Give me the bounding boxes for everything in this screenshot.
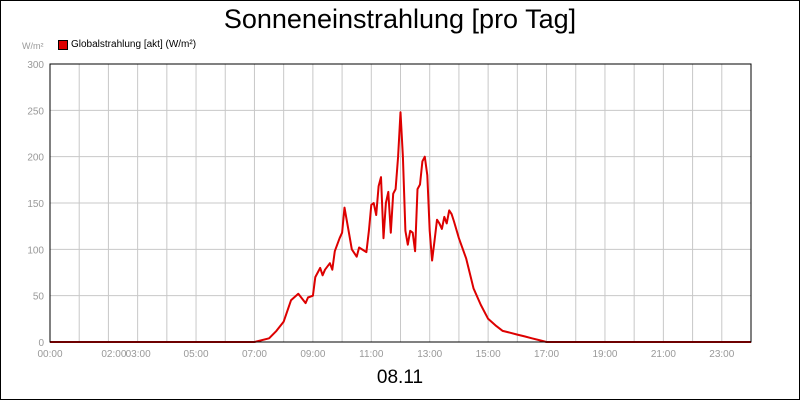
x-tick-label-0700: 07:00 bbox=[242, 349, 267, 360]
x-tick-label-0000: 00:00 bbox=[37, 349, 62, 360]
y-tick-label-200: 200 bbox=[27, 153, 44, 164]
series-line-globalstrahlung bbox=[50, 111, 751, 343]
y-tick-label-250: 250 bbox=[27, 106, 44, 117]
legend: Globalstrahlung [akt] (W/m²) bbox=[58, 38, 196, 52]
x-tick-label-1300: 13:00 bbox=[417, 349, 442, 360]
x-tick-label-2300: 23:00 bbox=[709, 349, 734, 360]
x-tick-label-1100: 11:00 bbox=[359, 349, 384, 360]
legend-label-globalstrahlung: Globalstrahlung [akt] (W/m²) bbox=[71, 39, 197, 50]
chart-title: Sonneneinstrahlung [pro Tag] bbox=[223, 4, 577, 34]
x-tick-label-2100: 21:00 bbox=[651, 349, 676, 360]
x-tick-label-0900: 09:00 bbox=[300, 349, 325, 360]
y-tick-label-150: 150 bbox=[27, 199, 44, 210]
x-tick-label-1700: 17:00 bbox=[534, 349, 559, 360]
x-tick-label-1900: 19:00 bbox=[592, 349, 617, 360]
y-tick-label-300: 300 bbox=[27, 60, 44, 71]
y-tick-label-0: 0 bbox=[38, 338, 44, 349]
x-tick-label-0300: 03:00 bbox=[126, 349, 151, 360]
x-tick-label-0500: 05:00 bbox=[184, 349, 209, 360]
legend-swatch-globalstrahlung bbox=[58, 40, 68, 50]
y-tick-label-50: 50 bbox=[33, 292, 45, 303]
x-tick-label-0200: 02:00 bbox=[101, 349, 126, 360]
y-axis-unit-label: W/m² bbox=[22, 41, 44, 51]
x-tick-label-1500: 15:00 bbox=[476, 349, 501, 360]
plot-border bbox=[49, 63, 752, 343]
date-label: 08.11 bbox=[376, 367, 424, 388]
y-tick-label-100: 100 bbox=[27, 245, 44, 256]
